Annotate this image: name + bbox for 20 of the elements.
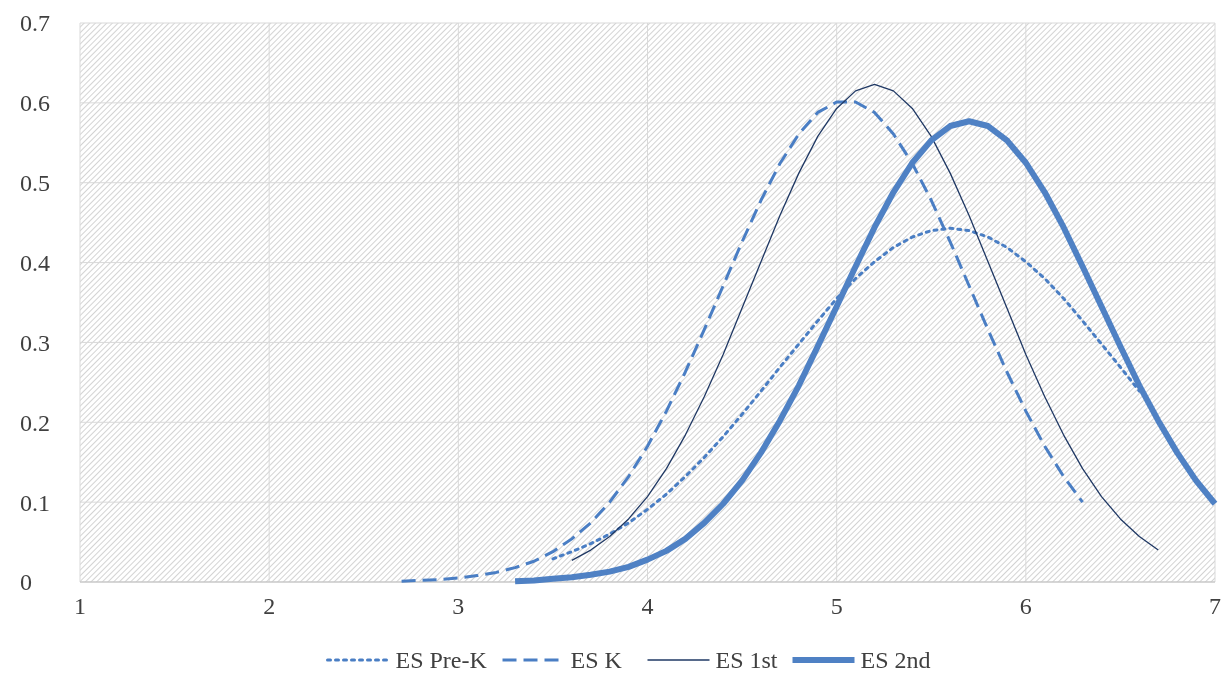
x-tick-label: 1 (74, 593, 86, 619)
line-series (571, 83, 1159, 562)
x-tick-label: 4 (641, 593, 654, 619)
legend-label: ES 2nd (860, 647, 931, 674)
x-tick-label: 5 (830, 593, 843, 619)
y-tick-label: 0 (20, 569, 32, 596)
legend-label: ES K (570, 647, 623, 674)
y-tick-label: 0.5 (20, 170, 50, 197)
x-tick-label: 2 (263, 593, 276, 619)
x-tick-label: 7 (1209, 593, 1221, 619)
y-tick-label: 0.3 (20, 329, 50, 356)
legend-label: ES 1st (715, 647, 778, 674)
y-tick-label: 0.1 (20, 489, 50, 516)
y-tick-label: 0.4 (20, 249, 50, 276)
x-tick-label: 3 (452, 593, 465, 619)
y-tick-label: 0.6 (20, 90, 50, 117)
y-tick-label: 0.7 (20, 10, 50, 37)
y-tick-label: 0.2 (20, 409, 50, 436)
legend-label: ES Pre-K (395, 647, 488, 674)
x-tick-label: 6 (1019, 593, 1032, 619)
